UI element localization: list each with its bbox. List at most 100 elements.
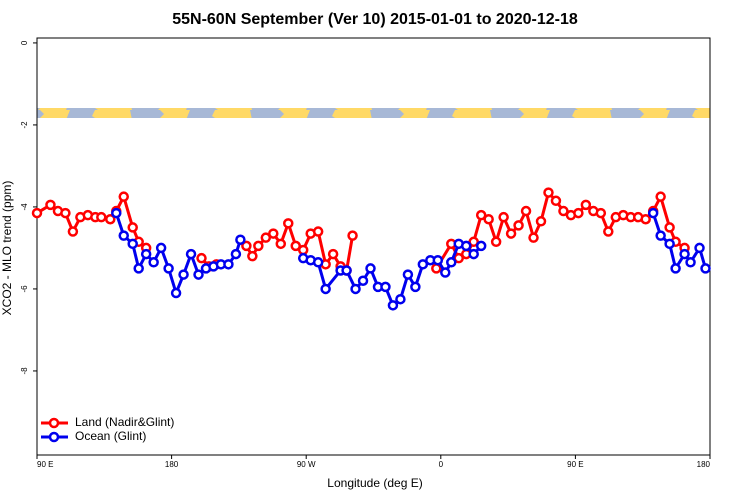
data-point xyxy=(350,283,361,295)
data-point xyxy=(453,252,464,264)
data-point xyxy=(163,263,174,274)
data-point xyxy=(679,248,690,260)
x-tick-label: 90 E xyxy=(567,460,583,469)
data-point xyxy=(655,230,666,241)
data-point xyxy=(395,293,406,305)
data-point xyxy=(253,240,264,252)
legend-label: Land (Nadir&Glint) xyxy=(75,415,174,429)
data-point xyxy=(664,238,675,250)
data-point xyxy=(655,191,666,202)
data-point xyxy=(133,263,144,274)
x-tick-label: 90 W xyxy=(297,460,316,469)
data-point xyxy=(111,207,122,219)
data-point xyxy=(118,230,129,241)
data-point xyxy=(223,259,234,270)
data-point xyxy=(67,226,79,237)
data-point xyxy=(45,199,56,211)
data-point xyxy=(685,257,696,268)
data-point xyxy=(365,263,376,274)
y-tick-label: -8 xyxy=(20,367,29,375)
data-point xyxy=(347,230,358,241)
data-point xyxy=(155,242,167,254)
data-point xyxy=(520,205,532,217)
data-point xyxy=(247,250,258,262)
data-point xyxy=(341,265,352,276)
data-point xyxy=(105,213,116,225)
legend-label: Ocean (Glint) xyxy=(75,429,146,443)
data-point xyxy=(290,240,301,252)
x-tick-label: 180 xyxy=(697,460,711,469)
data-point xyxy=(483,213,494,225)
data-point xyxy=(357,275,369,286)
data-point xyxy=(543,187,554,198)
data-point xyxy=(694,242,705,254)
data-point xyxy=(387,300,399,311)
data-point xyxy=(664,222,675,233)
data-point xyxy=(498,211,509,223)
data-point xyxy=(283,218,294,229)
data-point xyxy=(196,252,207,264)
data-point xyxy=(170,287,182,299)
data-point xyxy=(402,269,414,280)
data-point xyxy=(268,228,279,239)
data-point xyxy=(647,207,659,219)
data-point xyxy=(432,254,444,266)
data-point xyxy=(230,248,242,260)
data-point xyxy=(178,269,189,280)
data-point xyxy=(241,240,252,252)
data-point xyxy=(260,232,272,243)
data-point xyxy=(528,232,539,243)
data-point xyxy=(127,238,138,250)
data-point xyxy=(550,195,562,207)
data-point xyxy=(320,283,331,295)
data-point xyxy=(640,213,651,225)
data-point xyxy=(573,207,584,219)
data-point xyxy=(603,226,614,237)
data-point xyxy=(460,240,472,252)
data-point xyxy=(312,257,324,268)
y-axis-label: XCO2 - MLO trend (ppm) xyxy=(0,181,14,316)
data-point xyxy=(440,267,451,278)
data-point xyxy=(312,226,324,237)
data-point xyxy=(431,263,442,274)
x-axis-label: Longitude (deg E) xyxy=(327,476,422,490)
y-tick-label: -4 xyxy=(20,203,29,211)
data-point xyxy=(700,263,711,274)
data-point xyxy=(60,207,71,219)
data-point xyxy=(513,220,524,231)
data-point xyxy=(140,248,152,260)
data-point xyxy=(558,205,569,217)
data-point xyxy=(410,281,421,293)
data-point xyxy=(417,259,429,270)
legend-marker xyxy=(48,431,60,443)
data-point xyxy=(535,216,547,227)
data-point xyxy=(235,234,246,245)
x-tick-label: 0 xyxy=(439,460,444,469)
data-point xyxy=(475,240,487,252)
data-point xyxy=(580,199,592,211)
x-tick-label: 180 xyxy=(165,460,179,469)
data-point xyxy=(670,263,681,274)
data-point xyxy=(490,236,502,248)
data-point xyxy=(468,248,479,260)
plot-frame xyxy=(36,37,711,456)
chart-title: 55N-60N September (Ver 10) 2015-01-01 to… xyxy=(172,11,578,28)
data-point xyxy=(380,281,391,293)
x-tick-label: 90 E xyxy=(37,460,53,469)
data-point xyxy=(505,228,517,239)
data-point xyxy=(446,257,457,268)
data-point xyxy=(275,238,287,250)
y-tick-label: 0 xyxy=(20,40,29,45)
data-point xyxy=(148,257,159,268)
data-point xyxy=(595,207,607,219)
surface-mask xyxy=(37,108,710,118)
data-point xyxy=(193,269,204,280)
data-point xyxy=(31,207,43,219)
legend-marker xyxy=(48,417,60,429)
data-point xyxy=(118,191,129,202)
y-tick-label: -2 xyxy=(20,121,29,129)
data-point xyxy=(297,244,309,256)
data-point xyxy=(127,222,138,233)
data-point xyxy=(468,236,479,248)
